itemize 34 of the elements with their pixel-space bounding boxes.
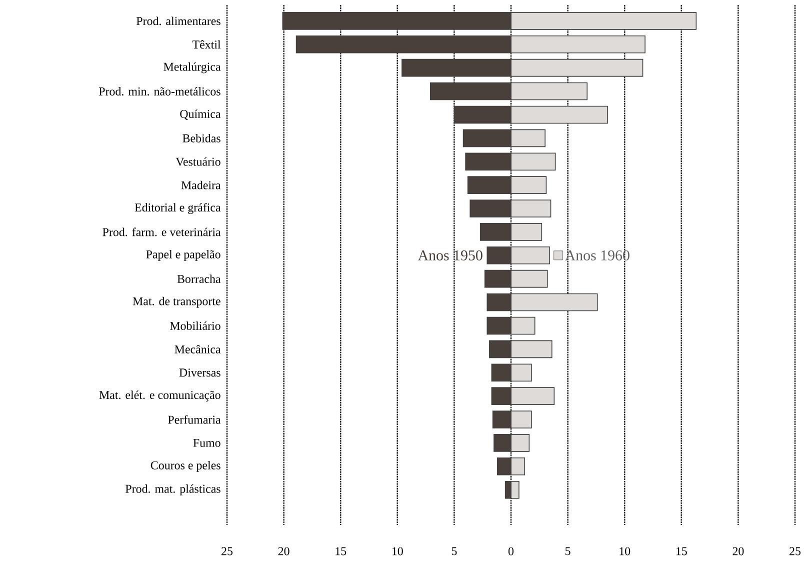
y-tick-label: Fumo [193, 438, 220, 447]
y-tick-label: Têxtil [192, 40, 221, 49]
x-tick-label: 25 [790, 547, 801, 556]
x-tick-label: 20 [732, 547, 744, 556]
x-tick-label: 5 [452, 547, 457, 556]
legend-label: Anos 1960 [564, 250, 630, 260]
y-tick-label: Madeira [181, 180, 221, 190]
series-label: Anos 1950 [418, 250, 482, 260]
y-tick-label: Couros e peles [150, 460, 220, 472]
y-tick-label: Mecânica [174, 344, 221, 354]
y-tick-label: Prod. mat. plásticas [126, 484, 220, 496]
y-tick-label: Papel e papelão [146, 250, 220, 261]
x-tick-label: 10 [620, 547, 630, 556]
x-tick-label: 25 [222, 547, 233, 556]
x-tick-label: 10 [392, 547, 403, 556]
y-tick-label: Mobiliário [170, 322, 220, 330]
y-tick-label: Vestuário [176, 157, 220, 166]
x-tick-label: 15 [676, 547, 687, 556]
y-tick-label: Editorial e gráfica [134, 203, 221, 214]
y-tick-label: Metalúrgica [164, 62, 221, 74]
y-tick-label: Perfumaria [168, 415, 221, 424]
y-tick-label: Prod. alimentares [136, 16, 220, 26]
x-tick-label: 0 [508, 547, 514, 556]
y-tick-label: Mat. elét. e comunicação [99, 390, 220, 402]
y-tick-label: Borracha [177, 274, 221, 284]
y-tick-label: Bebidas [182, 134, 220, 142]
y-tick-label: Química [180, 110, 221, 120]
x-tick-label: 5 [566, 547, 570, 556]
x-tick-label: 15 [336, 547, 346, 556]
x-tick-label: 20 [278, 547, 290, 556]
y-tick-label: Prod. farm. e veterinária [102, 228, 221, 236]
y-tick-label: Diversas [179, 368, 220, 377]
y-tick-label: Mat. de transporte [132, 296, 220, 308]
y-tick-label: Prod. min. não-metálicos [98, 87, 220, 96]
